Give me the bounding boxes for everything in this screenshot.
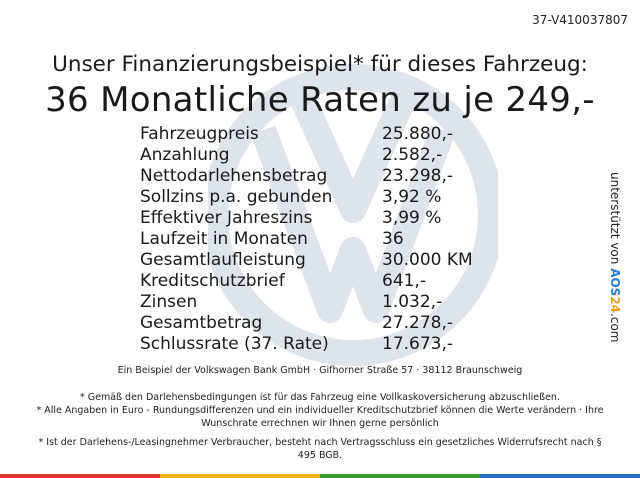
stripe-yellow bbox=[160, 474, 320, 478]
table-row: Effektiver Jahreszins 3,99 % bbox=[140, 208, 480, 229]
stripe-blue bbox=[480, 474, 640, 478]
row-value: 23.298,- bbox=[382, 166, 454, 186]
row-label: Effektiver Jahreszins bbox=[140, 208, 313, 228]
stripe-green bbox=[320, 474, 480, 478]
table-row: Kreditschutzbrief 641,- bbox=[140, 271, 480, 292]
withdrawal-right-note: * Ist der Darlehens-/Leasingnehmer Verbr… bbox=[38, 437, 602, 461]
table-row: Gesamtbetrag 27.278,- bbox=[140, 313, 480, 334]
supported-by-label: unterstützt von bbox=[608, 172, 622, 269]
financing-table: Fahrzeugpreis 25.880,- Anzahlung 2.582,- N… bbox=[140, 124, 480, 355]
row-label: Gesamtbetrag bbox=[140, 313, 263, 333]
row-value: 27.278,- bbox=[382, 313, 454, 333]
insurance-note: * Gemäß den Darlehensbedingungen ist für… bbox=[80, 392, 560, 403]
table-row: Nettodarlehensbetrag 23.298,- bbox=[140, 166, 480, 187]
aos24-logo-domain: .com bbox=[608, 313, 622, 343]
aos24-logo-aos: AOS bbox=[608, 268, 622, 297]
vw-logo-icon bbox=[208, 64, 498, 366]
row-value: 2.582,- bbox=[382, 145, 443, 165]
row-label: Kreditschutzbrief bbox=[140, 271, 285, 291]
row-value: 25.880,- bbox=[382, 124, 454, 144]
reference-number: 37-V410037807 bbox=[532, 13, 628, 27]
supported-by-aos24: unterstützt von AOS24.com bbox=[594, 172, 634, 352]
color-stripe bbox=[0, 474, 640, 478]
headline-subtitle: Unser Finanzierungsbeispiel* für dieses … bbox=[52, 52, 588, 77]
row-value: 1.032,- bbox=[382, 292, 443, 312]
headline-monthly-rate: 36 Monatliche Raten zu je 249,- bbox=[45, 80, 595, 120]
row-value: 30.000 KM bbox=[382, 250, 473, 270]
table-row: Laufzeit in Monaten 36 bbox=[140, 229, 480, 250]
row-value: 3,99 % bbox=[382, 208, 442, 228]
table-row: Sollzins p.a. gebunden 3,92 % bbox=[140, 187, 480, 208]
row-label: Fahrzeugpreis bbox=[140, 124, 259, 144]
row-value: 3,92 % bbox=[382, 187, 442, 207]
table-row: Zinsen 1.032,- bbox=[140, 292, 480, 313]
table-row: Anzahlung 2.582,- bbox=[140, 145, 480, 166]
aos24-logo-24: 24 bbox=[608, 296, 622, 314]
stripe-red bbox=[0, 474, 160, 478]
row-label: Sollzins p.a. gebunden bbox=[140, 187, 333, 207]
row-label: Gesamtlaufleistung bbox=[140, 250, 306, 270]
bank-example-note: Ein Beispiel der Volkswagen Bank GmbH · … bbox=[117, 365, 523, 376]
row-value: 36 bbox=[382, 229, 404, 249]
row-label: Nettodarlehensbetrag bbox=[140, 166, 328, 186]
row-label: Schlussrate (37. Rate) bbox=[140, 334, 329, 354]
row-label: Laufzeit in Monaten bbox=[140, 229, 308, 249]
row-label: Zinsen bbox=[140, 292, 198, 312]
table-row: Gesamtlaufleistung 30.000 KM bbox=[140, 250, 480, 271]
table-row: Fahrzeugpreis 25.880,- bbox=[140, 124, 480, 145]
row-value: 641,- bbox=[382, 271, 426, 291]
rounding-note: * Alle Angaben in Euro - Rundungsdiffere… bbox=[36, 405, 604, 429]
row-value: 17.673,- bbox=[382, 334, 454, 354]
table-row: Schlussrate (37. Rate) 17.673,- bbox=[140, 334, 480, 355]
row-label: Anzahlung bbox=[140, 145, 230, 165]
